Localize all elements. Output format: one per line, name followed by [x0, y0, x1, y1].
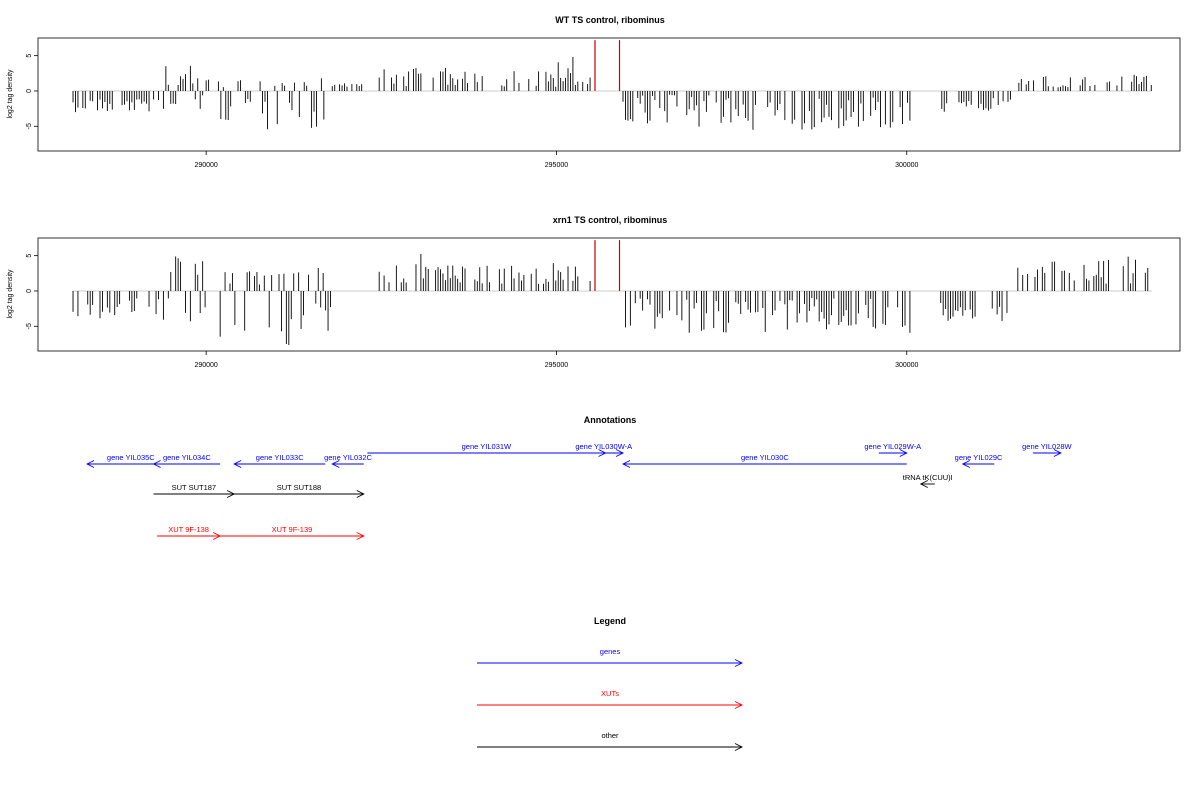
feature-label: gene YIL034C [163, 453, 211, 462]
feature-label: SUT SUT187 [172, 483, 216, 492]
x-tick-label: 290000 [194, 362, 217, 369]
feature-label: gene YIL032C [324, 453, 372, 462]
y-tick-label: 0 [26, 89, 33, 93]
y-tick-label: 0 [26, 289, 33, 293]
feature-label: gene YIL028W [1022, 442, 1072, 451]
xrn1-plot-frame [37, 237, 1181, 352]
feature-label: gene YIL029C [955, 453, 1003, 462]
feature-arrowhead [331, 460, 340, 468]
feature-label: XUT 9F-139 [272, 525, 313, 534]
x-tick-label: 300000 [895, 162, 918, 169]
feature-label: XUT 9F-138 [168, 525, 209, 534]
y-tick-label: -5 [26, 323, 33, 329]
feature-arrowhead [919, 480, 928, 488]
feature-label: gene YIL033C [256, 453, 304, 462]
y-tick-label: 5 [26, 254, 33, 258]
feature-label: SUT SUT188 [277, 483, 321, 492]
annotations-title: Annotations [584, 415, 637, 425]
feature-arrowhead [622, 460, 631, 468]
feature-arrowhead [615, 449, 625, 457]
x-tick-label: 295000 [545, 362, 568, 369]
legend-label: XUTs [601, 689, 619, 698]
xrn1-y-axis-label: log2 tag density [7, 269, 14, 319]
legend-arrowhead [734, 701, 744, 709]
y-tick-label: -5 [26, 123, 33, 129]
feature-arrowhead [961, 460, 971, 468]
x-tick-label: 295000 [545, 162, 568, 169]
feature-arrowhead [1053, 449, 1062, 457]
feature-arrowhead [233, 460, 242, 468]
feature-label: gene YIL029W-A [864, 442, 921, 451]
feature-arrowhead [356, 490, 365, 498]
legend-arrowhead [734, 659, 744, 667]
legend-label: other [601, 731, 619, 740]
x-tick-label: 300000 [895, 362, 918, 369]
legend-title: Legend [594, 616, 626, 626]
xrn1-track-title: xrn1 TS control, ribominus [553, 215, 668, 225]
feature-label: gene YIL031W [462, 442, 512, 451]
x-tick-label: 290000 [194, 162, 217, 169]
feature-arrowhead [356, 532, 365, 540]
feature-label: gene YIL030W-A [575, 442, 632, 451]
wt-track-title: WT TS control, ribominus [555, 15, 665, 25]
feature-arrowhead [86, 460, 95, 468]
feature-label: gene YIL030C [741, 453, 789, 462]
legend-panel: Legend genes XUTs other [477, 616, 744, 751]
legend-label: genes [600, 647, 621, 656]
feature-label: gene YIL035C [107, 453, 155, 462]
feature-arrowhead [899, 449, 908, 457]
wt-track-panel: WT TS control, ribominus log2 tag densit… [7, 15, 1181, 169]
xrn1-track-panel: xrn1 TS control, ribominus log2 tag dens… [7, 215, 1181, 369]
wt-y-axis-label: log2 tag density [7, 69, 14, 119]
legend-arrowhead [734, 743, 744, 751]
y-tick-label: 5 [26, 54, 33, 58]
feature-label: tRNA tK(CUU)I [903, 473, 953, 482]
feature-arrowhead [152, 460, 161, 468]
annotations-panel: Annotations gene YIL035C gene YIL034C gene… [86, 415, 1073, 540]
wt-plot-frame [37, 37, 1181, 152]
